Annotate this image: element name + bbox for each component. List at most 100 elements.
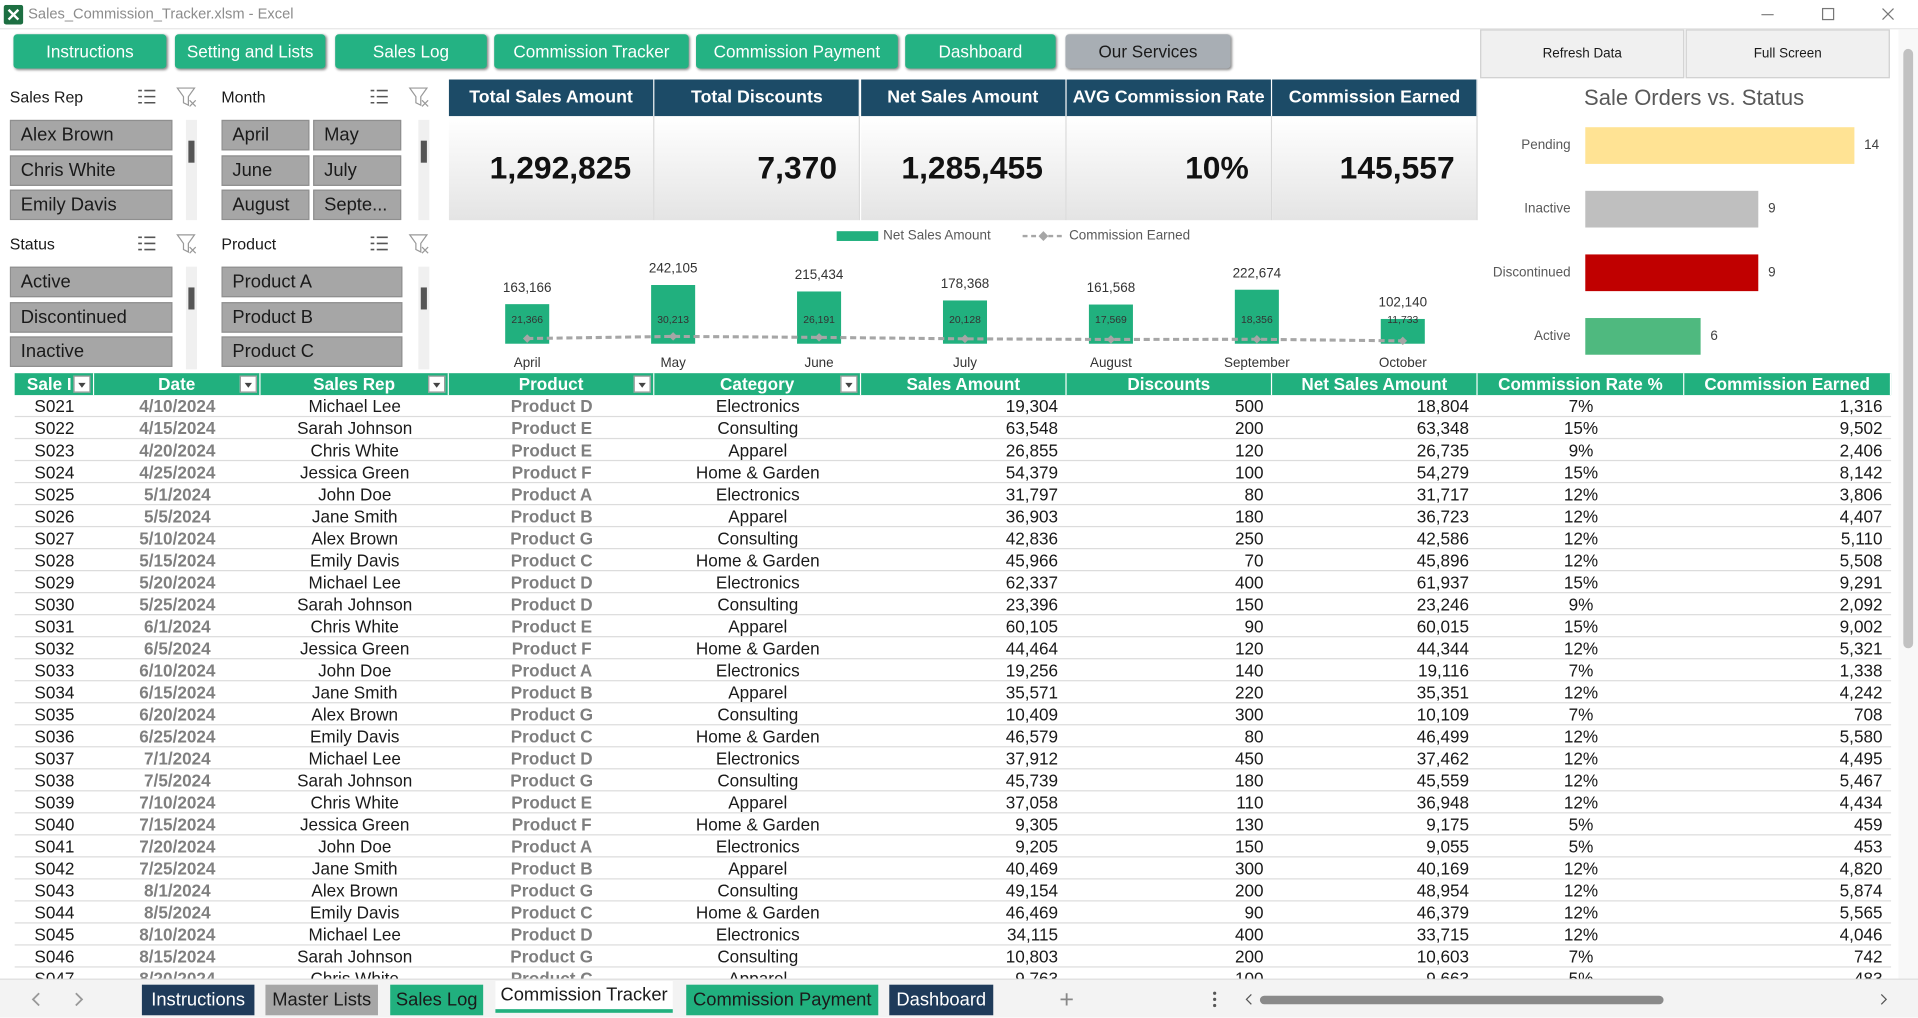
filter-dropdown[interactable] xyxy=(840,375,858,393)
table-cell: 49,154 xyxy=(1005,880,1059,901)
slicer-item[interactable]: June xyxy=(221,154,310,186)
table-cell: 63,548 xyxy=(1005,418,1059,438)
slicer-icons[interactable] xyxy=(368,86,432,108)
table-cell: 4/20/2024 xyxy=(139,440,216,460)
table-cell: 4/15/2024 xyxy=(139,418,216,438)
slicer-scroll-thumb[interactable] xyxy=(420,140,427,163)
slicer-item[interactable]: May xyxy=(313,119,402,151)
slicer-scroll-thumb[interactable] xyxy=(188,287,195,310)
table-cell: Consulting xyxy=(717,946,799,967)
table-cell: Consulting xyxy=(717,770,799,791)
slicer-item[interactable]: Emily Davis xyxy=(9,189,173,221)
table-cell: 5/15/2024 xyxy=(139,550,216,571)
slicer-icons[interactable] xyxy=(136,232,200,254)
action-button[interactable]: Full Screen xyxy=(1685,29,1890,79)
slicer-item[interactable]: Product A xyxy=(221,266,403,298)
table-cell: 250 xyxy=(1235,528,1264,548)
table-cell: S038 xyxy=(34,770,75,791)
nav-button[interactable]: Our Services xyxy=(1065,34,1231,69)
table-cell: Product D xyxy=(510,924,593,945)
table-cell: Home & Garden xyxy=(695,462,820,482)
slicer-item[interactable]: Discontinued xyxy=(9,301,173,333)
column-header: Commission Earned xyxy=(1684,373,1892,396)
table-cell: 12% xyxy=(1563,638,1599,659)
table-row xyxy=(14,417,1892,440)
sheet-tab[interactable]: Sales Log xyxy=(390,984,484,1016)
table-cell: 7/1/2024 xyxy=(144,748,211,769)
slicer-scrollbar[interactable] xyxy=(418,119,430,221)
slicer-scrollbar[interactable] xyxy=(185,266,197,370)
table-row xyxy=(14,593,1892,616)
nav-button[interactable]: Sales Log xyxy=(335,34,487,69)
sheet-nav-arrows[interactable] xyxy=(24,988,1908,1012)
nav-button[interactable]: Setting and Lists xyxy=(174,34,326,69)
table-cell: 31,717 xyxy=(1416,484,1470,504)
table-cell: 453 xyxy=(1853,836,1883,857)
slicer-item[interactable]: Septe... xyxy=(313,189,402,221)
nav-button[interactable]: Commission Tracker xyxy=(494,34,689,69)
slicer-item[interactable]: Product B xyxy=(221,301,403,333)
slicer-scroll-thumb[interactable] xyxy=(188,140,195,163)
table-cell: 200 xyxy=(1235,418,1264,438)
slicer-scrollbar[interactable] xyxy=(418,266,430,370)
nav-button[interactable]: Dashboard xyxy=(905,34,1056,69)
slicer-item[interactable]: July xyxy=(313,154,402,186)
sheet-tab[interactable]: Dashboard xyxy=(889,984,994,1016)
v-scroll-thumb[interactable] xyxy=(1903,48,1914,649)
slicer-item[interactable]: August xyxy=(221,189,310,221)
action-button[interactable]: Refresh Data xyxy=(1480,29,1685,79)
filter-dropdown[interactable] xyxy=(239,375,257,393)
table-cell: 70 xyxy=(1244,550,1264,571)
table-cell: Chris White xyxy=(310,616,399,637)
slicer-icons[interactable] xyxy=(136,86,200,108)
column-header: Category xyxy=(654,373,862,396)
table-cell: 5,321 xyxy=(1839,638,1883,659)
slicer-item[interactable]: Product C xyxy=(221,336,403,367)
sheet-tab[interactable]: Master Lists xyxy=(265,984,378,1016)
table-cell: 12% xyxy=(1563,792,1599,813)
slicer-item[interactable]: Active xyxy=(9,266,173,298)
table-cell: 12% xyxy=(1563,770,1599,791)
bar-value-label: 178,368 xyxy=(941,276,990,291)
table-cell: 5/10/2024 xyxy=(139,528,216,548)
filter-dropdown[interactable] xyxy=(428,375,446,393)
table-cell: 300 xyxy=(1235,858,1264,879)
table-cell: 60,105 xyxy=(1005,616,1059,637)
table-cell: Apparel xyxy=(728,968,788,979)
sheet-tab[interactable]: Commission Payment xyxy=(686,984,879,1016)
slicer-scrollbar[interactable] xyxy=(185,119,197,221)
slicer-item[interactable]: April xyxy=(221,119,310,151)
excel-icon xyxy=(3,4,24,25)
table-cell: Electronics xyxy=(715,660,800,681)
bar xyxy=(1585,127,1855,164)
sheet-tab[interactable]: Instructions xyxy=(141,984,255,1016)
filter-dropdown[interactable] xyxy=(633,375,651,393)
column-header: Sales Rep xyxy=(260,373,449,396)
slicer-item[interactable]: Alex Brown xyxy=(9,119,173,151)
slicer-item[interactable]: Chris White xyxy=(9,154,173,186)
kpi-header: Total Discounts xyxy=(654,79,861,117)
slicer-item[interactable]: Inactive xyxy=(9,336,173,367)
table-cell: 708 xyxy=(1853,704,1883,725)
nav-button[interactable]: Commission Payment xyxy=(696,34,898,69)
table-row xyxy=(14,857,1892,880)
sheet-tab[interactable]: Commission Tracker xyxy=(495,981,673,1013)
table-cell: 5,565 xyxy=(1839,902,1883,923)
slicer: Product Product A Product B Product C xyxy=(221,232,432,370)
window-controls[interactable] xyxy=(1749,5,1908,25)
table-cell: 4,046 xyxy=(1839,924,1883,945)
slicer-title: Product xyxy=(221,234,277,254)
table-cell: Product G xyxy=(510,704,594,725)
table-cell: S025 xyxy=(34,484,75,504)
table-cell: Chris White xyxy=(310,968,399,979)
table-cell: John Doe xyxy=(318,484,392,504)
slicer-scroll-thumb[interactable] xyxy=(420,287,427,310)
legend-swatch xyxy=(836,231,879,241)
filter-dropdown[interactable] xyxy=(73,375,91,393)
nav-button[interactable]: Instructions xyxy=(13,34,167,69)
slicer-icons[interactable] xyxy=(368,232,432,254)
title-bar xyxy=(0,0,1918,30)
table-cell: 37,058 xyxy=(1005,792,1059,813)
column-header: Date xyxy=(94,373,261,396)
table-row xyxy=(14,769,1892,792)
